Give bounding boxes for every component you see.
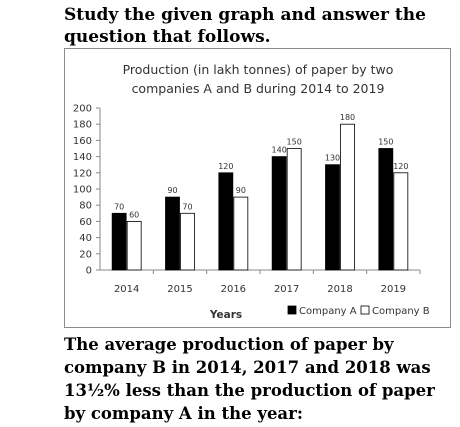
y-tick-label: 60 <box>79 217 92 228</box>
question-intro: Study the given graph and answer the que… <box>64 5 426 47</box>
y-tick-label: 80 <box>79 201 92 212</box>
bar-company-b-2015 <box>180 212 195 271</box>
y-tick-label: 180 <box>73 120 92 131</box>
x-axis-label: Years <box>209 309 242 321</box>
data-label: 120 <box>218 162 233 171</box>
x-tick-label: 2014 <box>114 284 139 295</box>
data-label: 60 <box>129 210 139 219</box>
y-tick-label: 200 <box>73 104 92 115</box>
x-axis: 2014 2015 2016 2017 2018 2019 Years <box>114 270 421 321</box>
data-label: 180 <box>340 113 355 122</box>
x-tick-label: 2016 <box>221 284 246 295</box>
data-label: 120 <box>393 162 408 171</box>
y-tick-label: 40 <box>79 233 92 244</box>
question-text: The average production of paper by compa… <box>64 335 435 423</box>
bar-company-a-2014 <box>111 212 127 271</box>
bar-company-b-2016 <box>233 196 249 271</box>
y-tick-label: 0 <box>86 266 92 277</box>
x-tick-label: 2015 <box>167 284 192 295</box>
data-label: 70 <box>182 202 192 211</box>
y-tick-label: 20 <box>79 249 92 260</box>
y-tick-label: 140 <box>73 152 92 163</box>
data-label: 150 <box>287 138 302 147</box>
y-tick-label: 120 <box>73 168 92 179</box>
chart-title-line-1: Production (in lakh tonnes) of paper by … <box>123 62 394 77</box>
y-tick-label: 100 <box>73 185 92 196</box>
data-label: 130 <box>325 154 340 163</box>
bar-company-a-2017 <box>271 156 287 271</box>
bar-company-a-2016 <box>218 172 234 271</box>
bar-company-b-2017 <box>286 148 302 271</box>
bar-company-a-2015 <box>165 196 180 271</box>
chart-title: Production (in lakh tonnes) of paper by … <box>123 62 394 96</box>
data-label: 90 <box>236 186 246 195</box>
chart-title-line-2: companies A and B during 2014 to 2019 <box>132 81 385 96</box>
x-tick-label: 2017 <box>274 284 299 295</box>
legend-label-company-a: Company A <box>299 306 357 317</box>
legend-label-company-b: Company B <box>372 306 430 317</box>
y-tick-label: 160 <box>73 136 92 147</box>
legend-swatch-company-a <box>287 305 297 315</box>
bar-company-b-2014 <box>126 220 142 271</box>
legend: Company A Company B <box>287 305 430 317</box>
data-label: 140 <box>272 146 287 155</box>
data-label: 70 <box>114 202 124 211</box>
legend-swatch-company-b <box>360 305 370 315</box>
bar-company-a-2018 <box>325 164 340 271</box>
bar-company-b-2019 <box>393 172 409 271</box>
data-label: 90 <box>167 186 177 195</box>
data-label: 150 <box>378 138 393 147</box>
bar-company-b-2018 <box>340 123 355 271</box>
x-tick-label: 2018 <box>327 284 352 295</box>
x-tick-label: 2019 <box>381 284 406 295</box>
bar-company-a-2019 <box>378 148 394 271</box>
